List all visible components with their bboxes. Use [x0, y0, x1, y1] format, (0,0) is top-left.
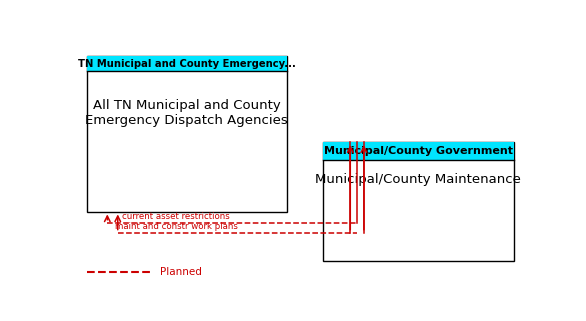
Text: Municipal/County Maintenance: Municipal/County Maintenance — [315, 173, 522, 186]
Bar — [87, 56, 287, 212]
Text: current asset restrictions: current asset restrictions — [122, 212, 230, 221]
Text: All TN Municipal and County
Emergency Dispatch Agencies: All TN Municipal and County Emergency Di… — [86, 100, 288, 127]
Text: Municipal/County Government: Municipal/County Government — [324, 146, 513, 156]
Bar — [323, 142, 514, 261]
Bar — [87, 56, 287, 71]
Text: TN Municipal and County Emergency...: TN Municipal and County Emergency... — [78, 59, 296, 69]
Text: maint and constr work plans: maint and constr work plans — [115, 222, 239, 231]
Text: Planned: Planned — [159, 267, 202, 277]
Bar — [323, 142, 514, 160]
